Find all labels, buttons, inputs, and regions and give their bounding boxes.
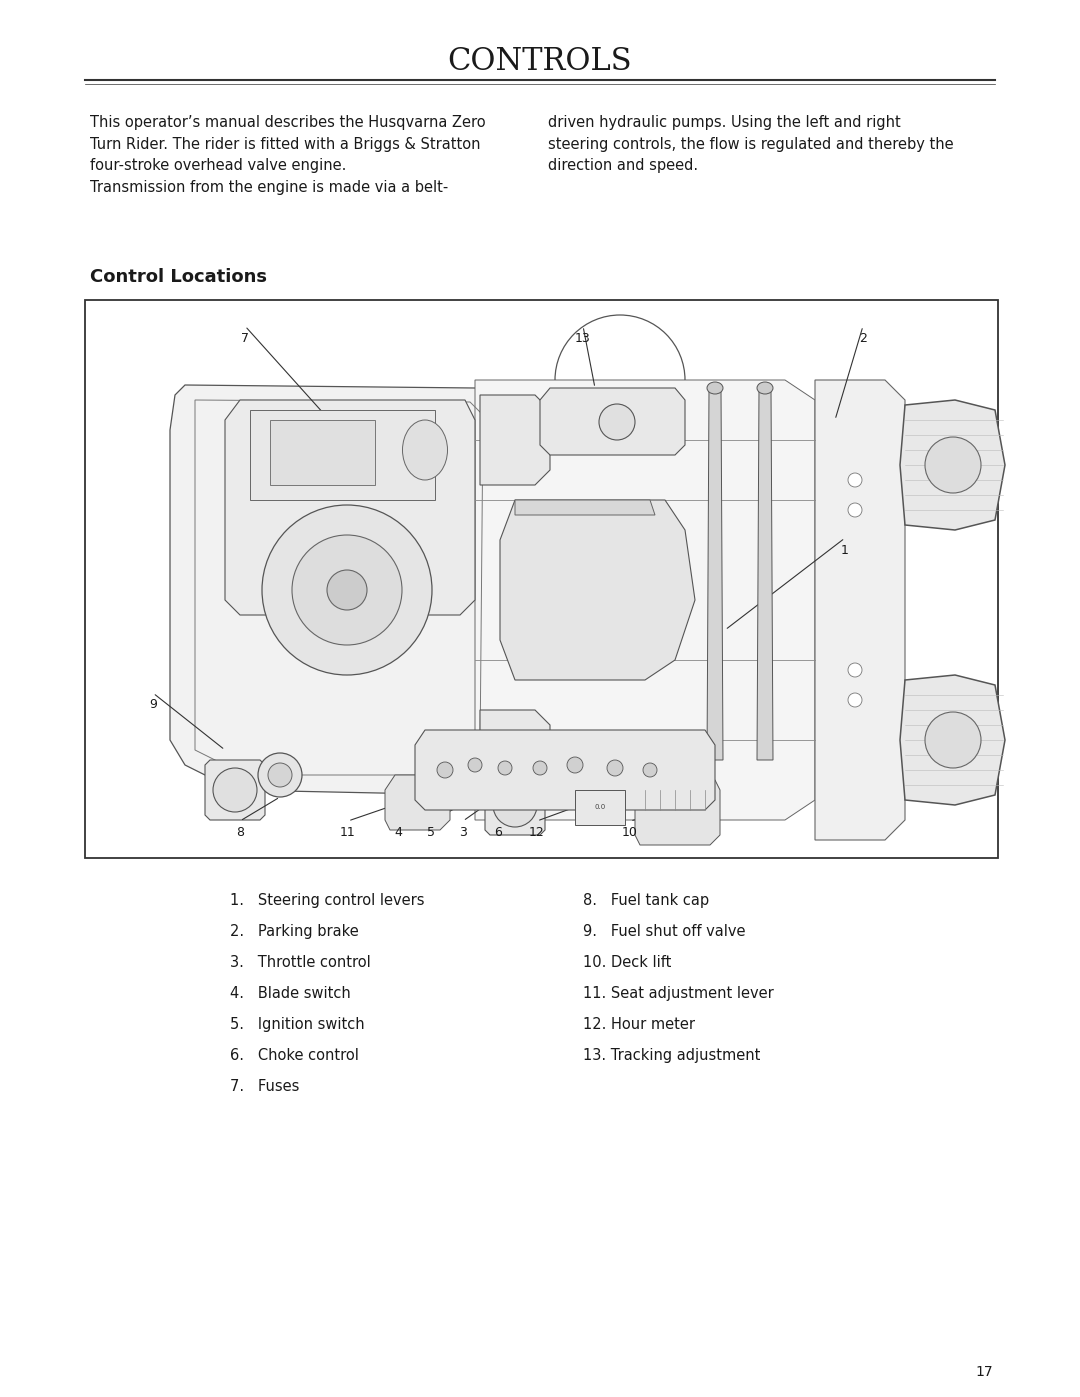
- Text: 0.0: 0.0: [594, 805, 606, 810]
- Polygon shape: [475, 380, 815, 820]
- Circle shape: [498, 761, 512, 775]
- Polygon shape: [270, 420, 375, 485]
- Circle shape: [534, 761, 546, 775]
- Text: 12: 12: [529, 827, 545, 840]
- Text: 1: 1: [841, 543, 849, 556]
- Text: 6: 6: [494, 827, 502, 840]
- Polygon shape: [540, 388, 685, 455]
- Polygon shape: [757, 388, 773, 760]
- Circle shape: [924, 437, 981, 493]
- Polygon shape: [384, 775, 450, 830]
- Polygon shape: [900, 400, 1005, 529]
- Text: 8.   Fuel tank cap: 8. Fuel tank cap: [583, 893, 710, 908]
- Polygon shape: [485, 775, 545, 835]
- Text: 5.   Ignition switch: 5. Ignition switch: [230, 1017, 365, 1032]
- Polygon shape: [635, 780, 720, 845]
- Text: 3.   Throttle control: 3. Throttle control: [230, 956, 370, 970]
- Text: 2.   Parking brake: 2. Parking brake: [230, 923, 359, 939]
- Circle shape: [848, 503, 862, 517]
- Circle shape: [327, 570, 367, 610]
- Circle shape: [848, 693, 862, 707]
- Polygon shape: [707, 388, 723, 760]
- Polygon shape: [515, 500, 654, 515]
- Text: 3: 3: [459, 827, 467, 840]
- Polygon shape: [480, 710, 550, 805]
- Circle shape: [848, 664, 862, 678]
- Ellipse shape: [757, 381, 773, 394]
- Text: 17: 17: [975, 1365, 993, 1379]
- Bar: [85, 300, 998, 858]
- Polygon shape: [249, 409, 435, 500]
- Circle shape: [567, 757, 583, 773]
- Circle shape: [437, 761, 453, 778]
- Circle shape: [607, 760, 623, 775]
- Circle shape: [848, 474, 862, 488]
- Polygon shape: [225, 400, 475, 615]
- Text: 6.   Choke control: 6. Choke control: [230, 1048, 359, 1063]
- Text: CONTROLS: CONTROLS: [448, 46, 632, 77]
- Text: 7.   Fuses: 7. Fuses: [230, 1078, 299, 1094]
- Polygon shape: [205, 760, 265, 820]
- Ellipse shape: [403, 420, 447, 481]
- Circle shape: [492, 782, 537, 827]
- Text: 1.   Steering control levers: 1. Steering control levers: [230, 893, 424, 908]
- Text: 9.   Fuel shut off valve: 9. Fuel shut off valve: [583, 923, 745, 939]
- Text: 4.   Blade switch: 4. Blade switch: [230, 986, 351, 1002]
- Polygon shape: [900, 675, 1005, 805]
- Circle shape: [262, 504, 432, 675]
- Circle shape: [292, 535, 402, 645]
- Circle shape: [213, 768, 257, 812]
- Circle shape: [643, 763, 657, 777]
- Polygon shape: [480, 395, 550, 485]
- Text: 5: 5: [427, 827, 435, 840]
- Circle shape: [599, 404, 635, 440]
- Text: 4: 4: [394, 827, 402, 840]
- Text: Control Locations: Control Locations: [90, 268, 267, 286]
- Ellipse shape: [707, 381, 723, 394]
- Text: 12. Hour meter: 12. Hour meter: [583, 1017, 696, 1032]
- Text: 9: 9: [149, 698, 157, 711]
- Polygon shape: [500, 500, 696, 680]
- Text: 10: 10: [622, 827, 638, 840]
- Text: 11: 11: [340, 827, 356, 840]
- Text: 2: 2: [859, 331, 867, 345]
- Text: 8: 8: [237, 827, 244, 840]
- Circle shape: [468, 759, 482, 773]
- Circle shape: [924, 712, 981, 768]
- Text: 7: 7: [241, 331, 249, 345]
- Text: 11. Seat adjustment lever: 11. Seat adjustment lever: [583, 986, 773, 1002]
- Text: 10. Deck lift: 10. Deck lift: [583, 956, 672, 970]
- Text: driven hydraulic pumps. Using the left and right
steering controls, the flow is : driven hydraulic pumps. Using the left a…: [548, 115, 954, 173]
- Polygon shape: [170, 386, 500, 795]
- Polygon shape: [415, 731, 715, 810]
- Circle shape: [258, 753, 302, 798]
- Text: 13: 13: [576, 331, 591, 345]
- Text: This operator’s manual describes the Husqvarna Zero
Turn Rider. The rider is fit: This operator’s manual describes the Hus…: [90, 115, 486, 194]
- Polygon shape: [575, 789, 625, 826]
- Circle shape: [268, 763, 292, 787]
- Text: 13. Tracking adjustment: 13. Tracking adjustment: [583, 1048, 760, 1063]
- Polygon shape: [815, 380, 905, 840]
